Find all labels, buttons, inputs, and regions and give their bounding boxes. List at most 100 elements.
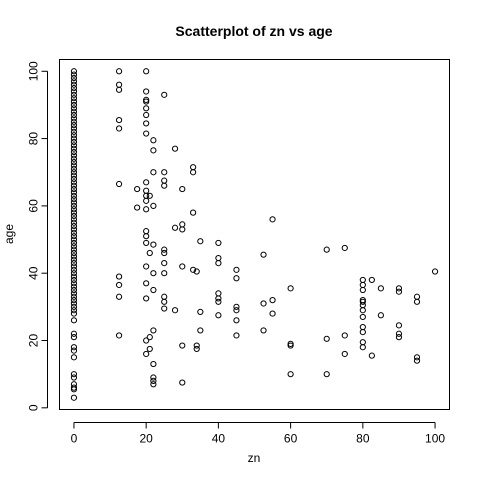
data-point	[143, 206, 150, 213]
data-point	[143, 98, 150, 105]
data-point	[179, 226, 186, 233]
data-point	[377, 312, 384, 319]
data-point	[70, 182, 78, 189]
data-point	[70, 290, 78, 297]
data-point	[70, 132, 78, 139]
x-tick-label: 40	[212, 432, 226, 446]
data-point	[197, 238, 204, 245]
data-point	[70, 172, 78, 179]
data-point	[233, 317, 240, 324]
x-axis-label: zn	[248, 451, 261, 465]
data-point	[70, 68, 78, 75]
data-point	[161, 270, 168, 277]
data-point	[215, 290, 222, 297]
x-tick-label: 100	[425, 432, 445, 446]
data-point	[341, 350, 348, 358]
data-point	[70, 334, 78, 341]
data-point	[143, 280, 150, 287]
data-point	[70, 374, 78, 381]
data-point	[193, 345, 200, 353]
data-point	[70, 199, 78, 206]
data-point	[161, 169, 168, 176]
data-point	[190, 266, 197, 273]
data-point	[150, 381, 157, 388]
data-point	[323, 246, 330, 253]
data-point	[70, 226, 78, 233]
data-point	[143, 130, 150, 137]
data-point	[70, 159, 78, 166]
data-point	[70, 263, 78, 270]
data-point	[193, 342, 200, 349]
data-point	[287, 371, 294, 378]
data-point	[134, 185, 141, 193]
x-axis: 0 20 40 60 80 100	[71, 422, 445, 446]
data-point	[143, 263, 150, 270]
data-point	[70, 344, 78, 351]
data-point	[70, 286, 78, 294]
data-point	[359, 281, 366, 289]
data-point	[70, 297, 78, 304]
y-tick-label: 20	[27, 334, 41, 348]
data-point	[70, 189, 78, 196]
data-point	[146, 249, 153, 257]
data-point	[171, 145, 179, 152]
data-point	[233, 307, 240, 314]
data-point	[197, 308, 204, 316]
data-points	[70, 68, 439, 401]
data-point	[395, 330, 403, 337]
data-point	[161, 298, 168, 305]
data-point	[146, 345, 153, 353]
data-point	[70, 192, 78, 199]
data-point	[359, 323, 366, 331]
data-point	[70, 212, 78, 220]
data-point	[115, 116, 123, 124]
data-point	[395, 334, 403, 341]
data-point	[161, 260, 168, 267]
data-point	[287, 285, 294, 292]
y-tick-label: 100	[27, 61, 41, 81]
data-point	[190, 169, 197, 176]
data-point	[115, 293, 123, 300]
data-point	[70, 216, 78, 223]
data-point	[70, 85, 78, 92]
data-point	[359, 307, 366, 314]
data-point	[368, 276, 375, 284]
data-point	[70, 303, 78, 310]
data-point	[70, 222, 78, 230]
data-point	[70, 175, 78, 183]
data-point	[150, 286, 157, 294]
data-point	[193, 268, 200, 275]
data-point	[215, 239, 222, 247]
data-point	[413, 357, 421, 364]
data-point	[143, 233, 150, 240]
data-point	[359, 298, 366, 305]
data-point	[161, 293, 168, 300]
data-point	[143, 120, 150, 127]
data-point	[70, 273, 78, 280]
data-point	[70, 138, 78, 146]
data-point	[150, 241, 157, 248]
data-point	[115, 273, 123, 280]
x-tick-label: 20	[139, 432, 153, 446]
data-point	[70, 142, 78, 149]
y-tick-label: 0	[27, 404, 41, 411]
data-point	[115, 68, 123, 75]
data-point	[70, 185, 78, 193]
data-point	[70, 81, 78, 88]
data-point	[260, 300, 267, 307]
plot-area-frame	[59, 59, 450, 410]
data-point	[70, 270, 78, 277]
data-point	[70, 229, 78, 236]
data-point	[359, 344, 366, 351]
data-point	[269, 297, 276, 304]
data-point	[150, 202, 157, 209]
data-point	[70, 101, 78, 109]
y-axis: 0 20 40 60 80 100	[27, 61, 48, 411]
data-point	[70, 91, 78, 98]
data-point	[431, 268, 439, 275]
data-point	[341, 244, 348, 252]
data-point	[70, 162, 78, 169]
data-point	[70, 105, 78, 112]
data-point	[143, 197, 150, 204]
